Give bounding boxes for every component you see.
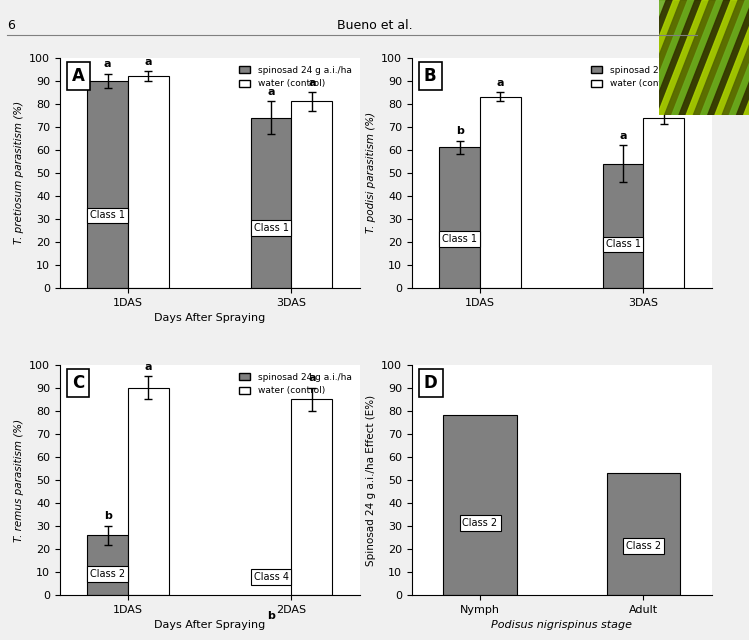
Legend: spinosad 24 g a.i./ha, water (control): spinosad 24 g a.i./ha, water (control) — [236, 62, 355, 92]
Bar — [128, 76, 169, 288]
Text: b: b — [455, 126, 464, 136]
Text: a: a — [267, 87, 275, 97]
Text: a: a — [145, 362, 152, 372]
Legend: spinosad 24 g a.i./ha, water (control): spinosad 24 g a.i./ha, water (control) — [588, 62, 707, 92]
Polygon shape — [744, 0, 749, 115]
Text: a: a — [619, 131, 627, 141]
Y-axis label: T. podisi parasitism (%): T. podisi parasitism (%) — [366, 112, 376, 234]
Polygon shape — [700, 0, 749, 115]
Polygon shape — [736, 0, 749, 115]
Polygon shape — [658, 0, 749, 115]
Polygon shape — [636, 0, 744, 115]
Text: 6: 6 — [7, 19, 16, 32]
Bar — [480, 97, 521, 288]
Y-axis label: T. remus parasitism (%): T. remus parasitism (%) — [13, 419, 24, 541]
Bar — [439, 147, 480, 288]
Polygon shape — [715, 0, 749, 115]
Bar — [128, 388, 169, 595]
Y-axis label: Spinosad 24 g a.i./ha Effect (E%): Spinosad 24 g a.i./ha Effect (E%) — [366, 394, 376, 566]
Polygon shape — [730, 0, 749, 115]
Text: a: a — [308, 77, 315, 88]
Bar — [607, 473, 680, 595]
Text: Bueno et al.: Bueno et al. — [337, 19, 412, 32]
X-axis label: Podisus nigrispinus stage: Podisus nigrispinus stage — [491, 620, 632, 630]
Bar — [291, 101, 333, 288]
Polygon shape — [628, 0, 736, 115]
X-axis label: Days After Spraying: Days After Spraying — [154, 313, 265, 323]
Text: B: B — [424, 67, 437, 85]
Polygon shape — [686, 0, 749, 115]
Polygon shape — [622, 0, 730, 115]
Text: Class 1: Class 1 — [90, 211, 125, 220]
Bar — [87, 81, 128, 288]
Polygon shape — [708, 0, 749, 115]
Polygon shape — [672, 0, 749, 115]
Text: Class 2: Class 2 — [90, 569, 125, 579]
Bar — [603, 164, 643, 288]
Text: Class 1: Class 1 — [442, 234, 477, 244]
Text: D: D — [424, 374, 437, 392]
Text: A: A — [72, 67, 85, 85]
Text: a: a — [104, 59, 112, 69]
Text: a: a — [308, 373, 315, 383]
Bar — [87, 535, 128, 595]
Bar — [643, 118, 685, 288]
X-axis label: Days After Spraying: Days After Spraying — [154, 620, 265, 630]
Polygon shape — [650, 0, 749, 115]
Polygon shape — [643, 0, 749, 115]
Text: b: b — [103, 511, 112, 522]
Polygon shape — [694, 0, 749, 115]
Polygon shape — [722, 0, 749, 115]
Text: Class 1: Class 1 — [253, 223, 288, 234]
Bar — [443, 415, 517, 595]
Text: a: a — [660, 96, 667, 106]
Text: Class 1: Class 1 — [605, 239, 640, 250]
Text: Class 2: Class 2 — [626, 541, 661, 551]
Y-axis label: T. pretiosum parasitism (%): T. pretiosum parasitism (%) — [13, 101, 24, 244]
Text: a: a — [497, 77, 504, 88]
Text: C: C — [72, 374, 84, 392]
Text: Class 4: Class 4 — [253, 572, 288, 582]
Text: Class 2: Class 2 — [462, 518, 497, 528]
Text: a: a — [145, 57, 152, 67]
Polygon shape — [679, 0, 749, 115]
Legend: spinosad 24 g a.i./ha, water (control): spinosad 24 g a.i./ha, water (control) — [236, 369, 355, 399]
Text: b: b — [267, 611, 275, 621]
Polygon shape — [664, 0, 749, 115]
Bar — [291, 399, 333, 595]
Polygon shape — [614, 0, 722, 115]
Bar — [251, 118, 291, 288]
